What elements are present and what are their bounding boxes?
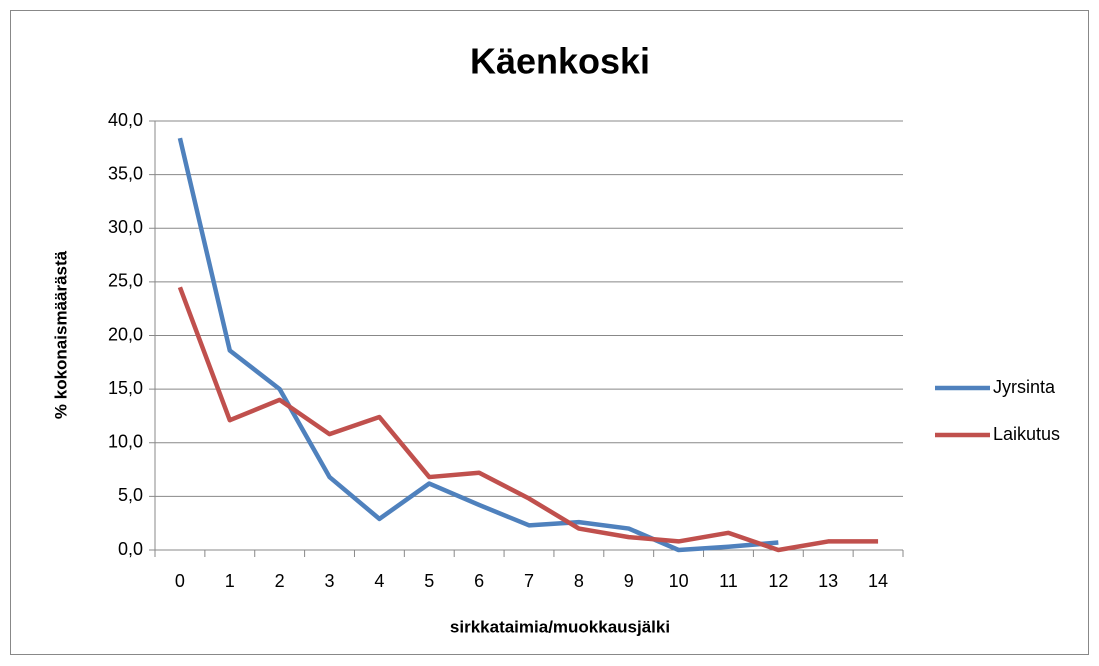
line-series xyxy=(177,137,779,553)
y-tick-label: 0,0 xyxy=(118,539,143,559)
y-tick-label: 5,0 xyxy=(118,485,143,505)
x-tick-label: 6 xyxy=(474,571,484,591)
y-tick-label: 40,0 xyxy=(108,110,143,130)
y-tick-label: 30,0 xyxy=(108,217,143,237)
x-tick-label: 2 xyxy=(275,571,285,591)
x-tick-label: 9 xyxy=(624,571,634,591)
y-tick-label: 35,0 xyxy=(108,163,143,183)
line-series xyxy=(177,286,879,553)
x-tick-label: 12 xyxy=(768,571,788,591)
x-tick-label: 10 xyxy=(669,571,689,591)
x-tick-label: 0 xyxy=(175,571,185,591)
x-tick-label: 11 xyxy=(719,571,738,591)
x-tick-label: 5 xyxy=(424,571,434,591)
chart-border xyxy=(10,10,1089,655)
x-axis-title: sirkkataimia/muokkausjälki xyxy=(450,617,670,636)
y-tick-label: 15,0 xyxy=(108,378,143,398)
x-tick-label: 7 xyxy=(524,571,534,591)
y-tick-label: 10,0 xyxy=(108,432,143,452)
y-axis-title: % kokonaismäärästä xyxy=(51,250,70,419)
x-tick-label: 4 xyxy=(374,571,384,591)
x-tick-label: 3 xyxy=(325,571,335,591)
chart-title: Käenkoski xyxy=(470,41,650,82)
x-tick-label: 13 xyxy=(818,571,838,591)
x-tick-label: 1 xyxy=(225,571,235,591)
y-tick-label: 20,0 xyxy=(108,324,143,344)
legend-label: Jyrsinta xyxy=(993,377,1056,397)
x-tick-label: 14 xyxy=(868,571,888,591)
x-tick-label: 8 xyxy=(574,571,584,591)
y-tick-label: 25,0 xyxy=(108,271,143,291)
legend-label: Laikutus xyxy=(993,424,1060,444)
